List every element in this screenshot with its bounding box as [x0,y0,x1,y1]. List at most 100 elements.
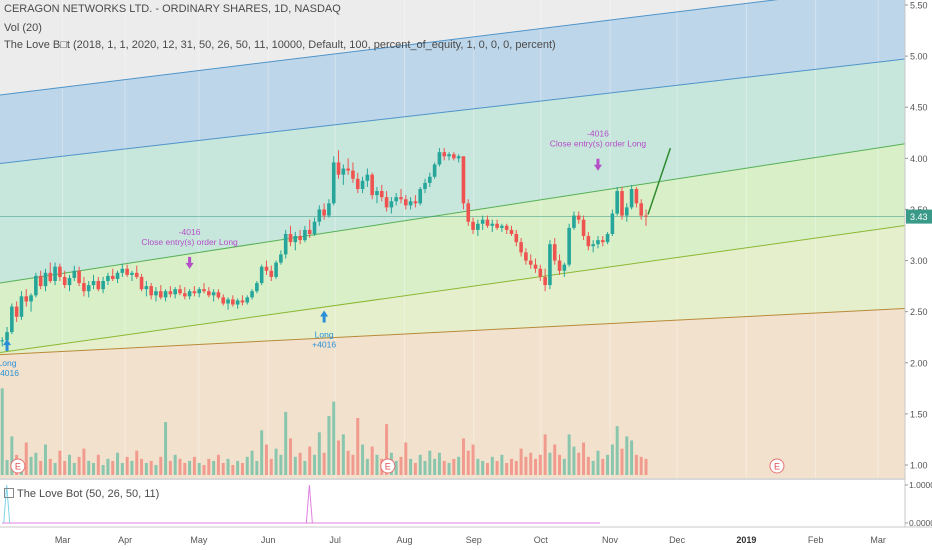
candle-body [452,154,456,159]
candle-body [500,225,504,228]
time-tick-label: Mar [55,535,71,545]
candle-body [610,213,615,234]
volume-bar [332,401,336,475]
volume-bar [303,460,307,475]
candle-body [495,223,499,228]
price-tick-label: 1.50 [910,409,928,419]
volume-bar [48,458,52,475]
volume-bar [317,432,321,475]
volume-bar [106,458,110,475]
time-tick-label: Feb [808,535,824,545]
volume-bar [226,458,230,475]
volume-bar [212,460,216,475]
candle-body [226,299,230,304]
volume-bar [63,460,67,475]
candle-body [298,236,302,241]
volume-bar [591,460,595,475]
volume-bar [534,458,538,475]
candle-body [620,191,624,216]
candle-body [62,276,67,286]
candle-body [288,233,293,243]
volume-bar [154,465,158,475]
volume-bar [168,460,172,475]
candle-body [456,156,461,159]
volume-bar [327,415,331,475]
candle-body [14,306,19,317]
volume-bar [365,458,369,475]
indicator-settings-icon[interactable] [4,488,14,498]
long-arrow-icon [320,310,329,323]
candle-body [639,203,644,216]
volume-bar [644,458,648,475]
volume-bar [236,460,240,475]
volume-bar [370,446,374,475]
volume-bar [130,460,134,475]
volume-bar [639,456,643,475]
volume-bar [505,462,509,475]
candle-body [0,340,5,342]
candle-body [394,197,398,202]
band-top [0,0,905,95]
volume-bar [116,452,120,475]
indicator-tick-label: 0.0000 [909,518,932,528]
indicator-pulse [305,484,313,524]
volume-bar [178,458,182,475]
volume-bar [279,454,283,475]
candle-body [384,197,389,208]
volume-bar [245,456,249,475]
candle-body [615,191,619,214]
price-tick-label: 4.00 [910,154,928,164]
volume-bar [437,452,441,475]
volume-bar [519,448,523,475]
candle-body [125,268,129,275]
volume-bar [413,462,417,475]
candle-body [259,266,264,284]
earnings-badge-icon [10,458,26,474]
candle-body [231,299,235,305]
candle-body [24,296,29,302]
earnings-badge-label: E [385,462,391,472]
volume-bar [514,460,518,475]
symbol-title: CERAGON NETWORKS LTD. - ORDINARY SHARES,… [4,3,341,15]
long-arrow-icon [3,339,12,352]
volume-bar [39,460,43,475]
volume-bar [524,456,528,475]
candle-body [149,286,153,296]
earnings-badge-icon [769,458,785,474]
volume-bar [375,454,379,475]
candle-body [154,291,158,296]
volume-bar [586,456,590,475]
time-tick-label: Oct [534,535,549,545]
candle-body [216,292,221,298]
candle-body [106,275,110,281]
candle-body [528,260,533,265]
candle-body [379,191,384,198]
candle-body [428,176,432,183]
candle-body [524,252,528,261]
volume-bar [490,456,494,475]
earnings-badge-label: E [774,462,780,472]
candle-body [134,272,139,277]
candle-body [317,209,322,222]
volume-bar [457,456,461,475]
candle-body [207,291,211,296]
volume-bar [553,444,557,475]
time-tick-label: Mar [870,535,886,545]
candle-body [173,289,177,295]
volume-bar [423,460,427,475]
candle-body [91,281,96,286]
volume-bar [361,444,365,475]
volume-bar [495,460,499,475]
channel-line-4 [0,225,905,354]
volume-bar [596,450,600,475]
candle-body [182,293,187,297]
time-tick-label: May [190,535,208,545]
candle-body [471,221,475,230]
candle-body [221,297,226,304]
volume-bar [606,454,610,475]
strategy-legend: The Love B□t (2018, 1, 1, 2020, 12, 31, … [4,39,556,51]
candle-body [110,275,115,279]
candle-body [158,291,163,298]
